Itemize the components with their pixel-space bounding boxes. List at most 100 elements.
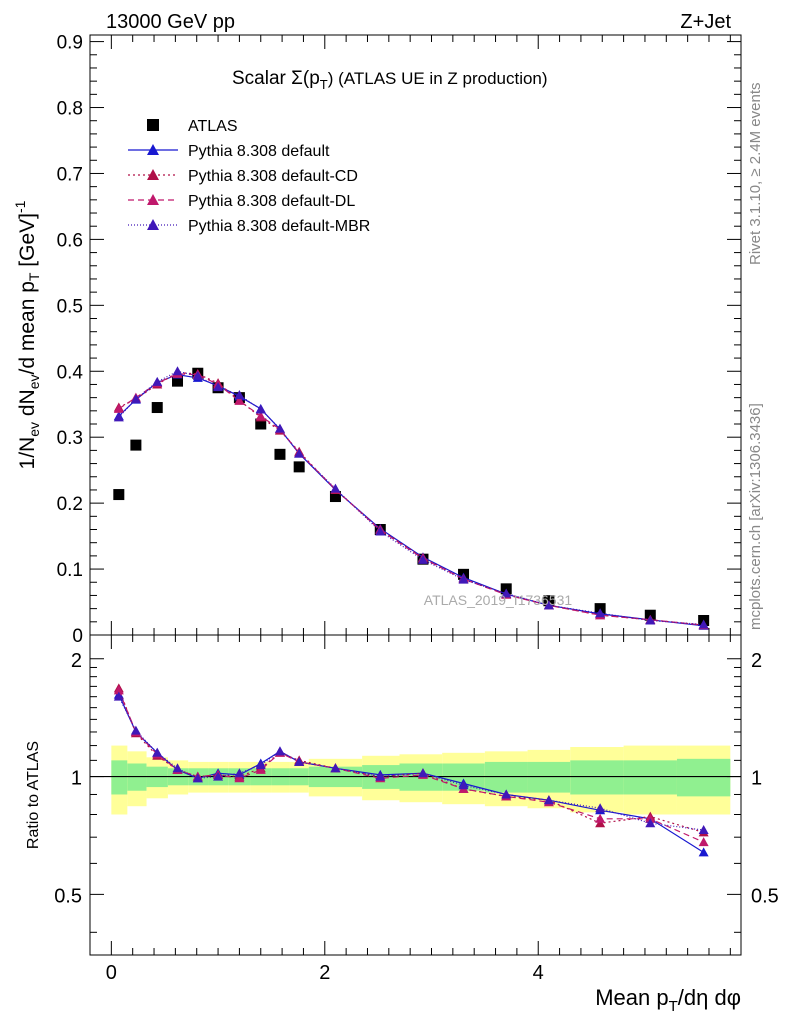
analysis-watermark: ATLAS_2019_I1736531: [424, 592, 573, 608]
ylabel-p4: [GeV]: [16, 213, 39, 273]
xlabel-p2: /dη dφ: [678, 985, 741, 1010]
ratio-inner-band: [111, 760, 128, 795]
ratio-series-marker: [698, 837, 709, 847]
legend-triangle-marker: [147, 144, 159, 155]
ratio-series-marker: [645, 818, 656, 828]
ratio-series-marker: [192, 773, 203, 783]
ratio-series-marker: [274, 746, 285, 756]
main-series-marker: [113, 403, 124, 413]
legend-triangle-marker: [147, 194, 159, 205]
ratio-y-tick-label-right: 2: [751, 650, 762, 672]
x-tick-label: 4: [533, 962, 544, 984]
header-left: 13000 GeV pp: [106, 11, 235, 33]
ratio-y-tick-label-right: 1: [751, 768, 762, 790]
main-series-marker: [192, 370, 203, 380]
main-series-marker: [255, 411, 266, 421]
main-y-tick-label: 0: [72, 626, 83, 647]
ratio-series-marker: [375, 771, 386, 781]
atlas-data-point: [329, 491, 341, 503]
ratio-series-marker: [698, 847, 709, 857]
ratio-series-marker: [172, 763, 183, 773]
atlas-data-point: [293, 461, 305, 473]
main-series-marker: [274, 423, 285, 433]
legend-entry: Pythia 8.308 default-DL: [128, 193, 355, 210]
ratio-panel: 0.5 0.5 1 1 2 2 0 2 4: [54, 634, 779, 984]
ylabel-p2: dN: [16, 389, 39, 422]
legend-label: Pythia 8.308 default-MBR: [188, 218, 370, 235]
ratio-y-tick-label: 2: [71, 650, 82, 672]
main-series-marker: [113, 412, 124, 422]
main-series-marker: [152, 376, 163, 386]
main-y-axis-label: 1/Nev dNev/d mean pT [GeV]-1: [12, 200, 42, 469]
legend-entry: Pythia 8.308 default: [128, 143, 330, 160]
ratio-inner-band: [623, 760, 677, 795]
ratio-inner-band: [527, 761, 571, 793]
title-tail: ) (ATLAS UE in Z production): [328, 69, 548, 88]
legend-entry: ATLAS: [147, 118, 238, 135]
atlas-data-point: [113, 489, 125, 501]
main-series-marker: [645, 615, 656, 625]
ratio-series-marker: [698, 825, 709, 835]
main-axis-ticks: 0 0.1 0.2 0.3 0.4 0.5 0.6 0.7 0.8 0.9: [57, 33, 741, 647]
ratio-inner-band: [570, 760, 624, 795]
main-series-marker: [417, 554, 428, 564]
main-series-marker: [172, 366, 183, 376]
legend-triangle-marker: [147, 219, 159, 230]
legend-entry: Pythia 8.308 default-MBR: [128, 218, 370, 235]
ratio-series-marker: [330, 763, 341, 773]
ratio-series-marker: [130, 725, 141, 735]
ratio-series-marker: [458, 780, 469, 790]
main-y-tick-label: 0.3: [57, 428, 83, 449]
main-y-tick-label: 0.1: [57, 560, 83, 581]
ratio-series-marker: [294, 756, 305, 766]
main-series-marker: [375, 526, 386, 536]
ratio-y-tick-label: 1: [71, 768, 82, 790]
ylabel-p1: 1/N: [16, 437, 39, 470]
ratio-series-marker: [595, 803, 606, 813]
main-y-tick-label: 0.4: [57, 362, 84, 383]
legend-label: Pythia 8.308 default: [188, 143, 330, 160]
main-series-marker: [130, 393, 141, 403]
main-series-marker: [330, 483, 341, 493]
atlas-data-point: [151, 402, 163, 414]
ratio-axis-ticks: 0.5 0.5 1 1 2 2 0 2 4: [54, 635, 779, 984]
atlas-data-point: [130, 439, 142, 451]
main-series-marker: [234, 390, 245, 399]
main-series-group: [113, 366, 710, 630]
ylabel-s2: ev: [26, 374, 42, 389]
atlas-data-point: [274, 448, 286, 460]
ratio-series-marker: [113, 691, 124, 701]
ratio-series-marker: [595, 813, 606, 823]
ylabel-p3: /d mean p: [16, 281, 39, 374]
main-y-tick-label: 0.2: [57, 494, 83, 515]
legend-square-marker: [147, 119, 159, 131]
ratio-series-marker: [213, 771, 224, 781]
ratio-series-marker: [417, 768, 428, 778]
ylabel-s1: ev: [26, 422, 42, 437]
x-axis-label: Mean pT/dη dφ: [595, 985, 741, 1015]
atlas-data-point: [255, 418, 267, 430]
ratio-series-marker: [234, 773, 245, 783]
legend-label: Pythia 8.308 default-DL: [188, 193, 355, 210]
title-sub: T: [320, 77, 328, 92]
xlabel-p1: Mean p: [595, 985, 668, 1010]
main-y-tick-label: 0.7: [57, 164, 83, 185]
legend-label: ATLAS: [188, 118, 238, 135]
main-y-tick-label: 0.8: [57, 99, 83, 120]
main-series-marker: [213, 382, 224, 392]
title-main: Scalar Σ(p: [232, 68, 320, 89]
ratio-series-marker: [543, 795, 554, 805]
x-tick-label: 2: [319, 962, 330, 984]
ylabel-s3: T: [26, 272, 42, 281]
ratio-series-group: [113, 683, 709, 857]
plot-title: Scalar Σ(pT) (ATLAS UE in Z production): [232, 68, 548, 92]
ratio-series-marker: [234, 768, 245, 778]
main-series-marker: [458, 574, 469, 584]
legend-triangle-marker: [147, 169, 159, 180]
legend-label: Pythia 8.308 default-CD: [188, 168, 358, 185]
main-series-marker: [595, 608, 606, 618]
legend: ATLAS Pythia 8.308 default Pythia 8.308 de…: [128, 118, 370, 235]
main-y-tick-label: 0.9: [57, 33, 83, 54]
ratio-y-tick-label-right: 0.5: [751, 885, 779, 907]
